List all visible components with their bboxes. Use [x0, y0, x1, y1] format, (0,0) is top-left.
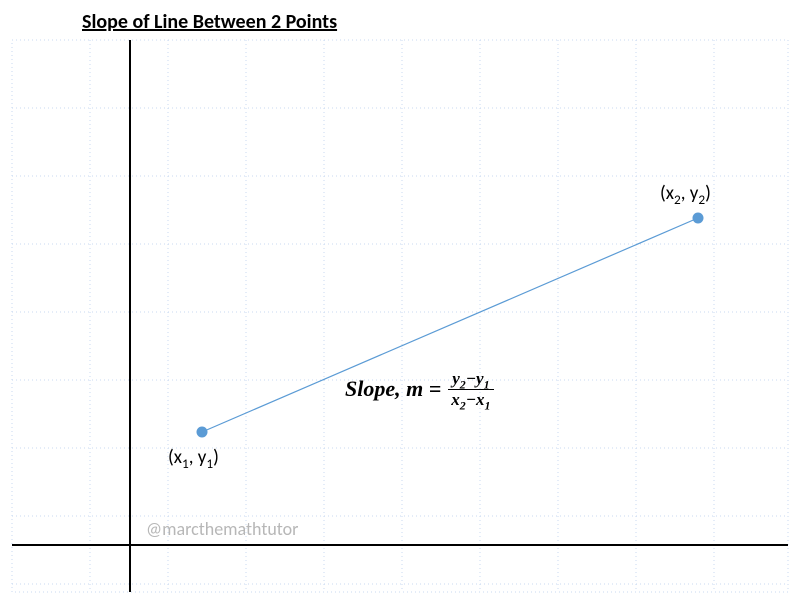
- formula-fraction: y2−y1 x2−x1: [447, 370, 494, 409]
- plot-svg: [0, 0, 800, 603]
- formula-denominator: x2−x1: [447, 390, 494, 409]
- grid: [12, 40, 788, 592]
- point1-label: (x1, y1): [168, 446, 219, 469]
- watermark-text: @marcthemathtutor: [146, 518, 298, 540]
- formula-numerator: y2−y1: [448, 370, 493, 390]
- slope-formula: Slope, m = y2−y1 x2−x1: [345, 370, 494, 409]
- axes: [12, 40, 788, 592]
- diagram-canvas: Slope of Line Between 2 Points (x1, y1) …: [0, 0, 800, 603]
- point2-label: (x2, y2): [660, 182, 711, 205]
- formula-lhs: Slope, m =: [345, 376, 441, 402]
